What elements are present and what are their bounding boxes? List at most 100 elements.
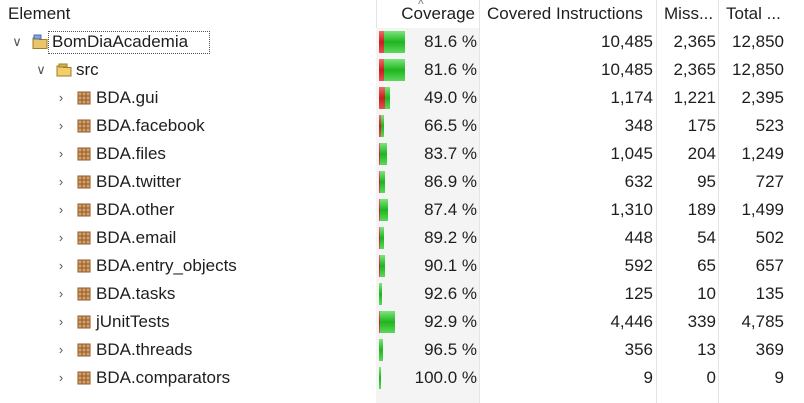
chevron-down-icon[interactable]: ∨ (12, 34, 22, 49)
table-row-bda-tasks[interactable]: › BDA.tasks 92.6 % 125 10 135 (0, 280, 804, 308)
package-icon (76, 174, 92, 190)
covered-instructions: 632 (624, 172, 653, 191)
total-instructions: 1,249 (741, 144, 784, 163)
chevron-right-icon[interactable]: › (58, 174, 64, 189)
element-name: jUnitTests (96, 312, 170, 331)
element-name: BDA.gui (96, 88, 159, 107)
chevron-right-icon[interactable]: › (58, 230, 64, 245)
table-row-bda-entry-objects[interactable]: › BDA.entry_objects 90.1 % 592 65 657 (0, 252, 804, 280)
column-header-covered-instructions[interactable]: Covered Instructions (487, 4, 643, 23)
table-row-src[interactable]: ∨ src 81.6 % 10,485 2,365 12,850 (0, 56, 804, 84)
package-icon (76, 118, 92, 134)
covered-instructions: 9 (643, 368, 653, 387)
chevron-right-icon[interactable]: › (58, 370, 64, 385)
element-name: BDA.comparators (96, 368, 231, 387)
covered-instructions: 1,310 (610, 200, 653, 219)
covered-bar (379, 255, 385, 277)
coverage-percent: 66.5 % (424, 116, 477, 135)
coverage-percent: 90.1 % (424, 256, 477, 275)
missed-instructions: 65 (697, 256, 716, 275)
coverage-percent: 83.7 % (424, 144, 477, 163)
table-row-bda-email[interactable]: › BDA.email 89.2 % 448 54 502 (0, 224, 804, 252)
coverage-column-background (376, 28, 479, 403)
missed-instructions: 54 (697, 228, 716, 247)
total-instructions: 2,395 (741, 88, 784, 107)
coverage-percent: 92.9 % (424, 312, 477, 331)
total-instructions: 523 (755, 116, 784, 135)
chevron-right-icon[interactable]: › (58, 202, 64, 217)
column-header-element[interactable]: Element (8, 4, 71, 23)
chevron-right-icon[interactable]: › (58, 118, 64, 133)
covered-instructions: 4,446 (610, 312, 653, 331)
coverage-percent: 89.2 % (424, 228, 477, 247)
chevron-right-icon[interactable]: › (58, 90, 64, 105)
table-row-bda-files[interactable]: › BDA.files 83.7 % 1,045 204 1,249 (0, 140, 804, 168)
column-header-total-instructions[interactable]: Total ... (726, 4, 781, 23)
covered-bar (379, 227, 385, 249)
covered-bar (384, 87, 391, 109)
project-icon (32, 34, 48, 50)
package-icon (76, 286, 92, 302)
element-name: BDA.entry_objects (96, 256, 237, 275)
package-icon (76, 342, 92, 358)
missed-instructions: 339 (687, 312, 716, 331)
missed-instructions: 13 (697, 340, 716, 359)
coverage-percent: 49.0 % (424, 88, 477, 107)
covered-instructions: 10,485 (601, 32, 653, 51)
table-row-bda-facebook[interactable]: › BDA.facebook 66.5 % 348 175 523 (0, 112, 804, 140)
covered-instructions: 448 (624, 228, 653, 247)
table-row-bda-twitter[interactable]: › BDA.twitter 86.9 % 632 95 727 (0, 168, 804, 196)
table-row-junittests[interactable]: › jUnitTests 92.9 % 4,446 339 4,785 (0, 308, 804, 336)
missed-instructions: 175 (687, 116, 716, 135)
total-instructions: 12,850 (732, 32, 784, 51)
chevron-right-icon[interactable]: › (58, 146, 64, 161)
column-divider[interactable] (479, 0, 480, 403)
table-row-bda-other[interactable]: › BDA.other 87.4 % 1,310 189 1,499 (0, 196, 804, 224)
element-name: BomDiaAcademia (52, 32, 189, 51)
covered-bar (380, 115, 385, 137)
covered-instructions: 125 (624, 284, 653, 303)
covered-instructions: 356 (624, 340, 653, 359)
element-name: src (76, 60, 99, 79)
missed-instructions: 2,365 (673, 32, 716, 51)
package-icon (76, 230, 92, 246)
missed-bar (379, 87, 391, 109)
folder-icon (56, 62, 72, 78)
column-header-missed-instructions[interactable]: Miss... (664, 4, 714, 23)
missed-instructions: 95 (697, 172, 716, 191)
covered-bar (383, 59, 405, 81)
coverage-percent: 87.4 % (424, 200, 477, 219)
missed-instructions: 204 (687, 144, 716, 163)
table-row-bomdiaacademia[interactable]: ∨ BomDiaAcademia 81.6 % 10,485 2,365 12,… (0, 28, 804, 56)
table-row-bda-comparators[interactable]: › BDA.comparators 100.0 % 9 0 9 (0, 364, 804, 392)
total-instructions: 1,499 (741, 200, 784, 219)
total-instructions: 12,850 (732, 60, 784, 79)
covered-bar (380, 199, 388, 221)
chevron-right-icon[interactable]: › (58, 286, 64, 301)
covered-bar (383, 31, 405, 53)
total-instructions: 4,785 (741, 312, 784, 331)
chevron-right-icon[interactable]: › (58, 314, 64, 329)
chevron-right-icon[interactable]: › (58, 342, 64, 357)
table-header: Element Coverage ^ Covered Instructions … (0, 0, 804, 28)
coverage-percent: 81.6 % (424, 32, 477, 51)
coverage-percent: 86.9 % (424, 172, 477, 191)
coverage-percent: 92.6 % (424, 284, 477, 303)
column-divider[interactable] (718, 0, 719, 403)
element-name: BDA.other (96, 200, 175, 219)
covered-instructions: 1,045 (610, 144, 653, 163)
element-name: BDA.email (96, 228, 177, 247)
element-name: BDA.tasks (96, 284, 176, 303)
package-icon (76, 202, 92, 218)
chevron-down-icon[interactable]: ∨ (36, 62, 46, 77)
table-row-bda-threads[interactable]: › BDA.threads 96.5 % 356 13 369 (0, 336, 804, 364)
total-instructions: 502 (755, 228, 784, 247)
table-row-bda-gui[interactable]: › BDA.gui 49.0 % 1,174 1,221 2,395 (0, 84, 804, 112)
chevron-right-icon[interactable]: › (58, 258, 64, 273)
column-divider[interactable] (656, 0, 657, 403)
covered-instructions: 592 (624, 256, 653, 275)
element-name: BDA.facebook (96, 116, 205, 135)
column-header-coverage[interactable]: Coverage (401, 4, 475, 23)
covered-bar (379, 171, 386, 193)
missed-instructions: 2,365 (673, 60, 716, 79)
